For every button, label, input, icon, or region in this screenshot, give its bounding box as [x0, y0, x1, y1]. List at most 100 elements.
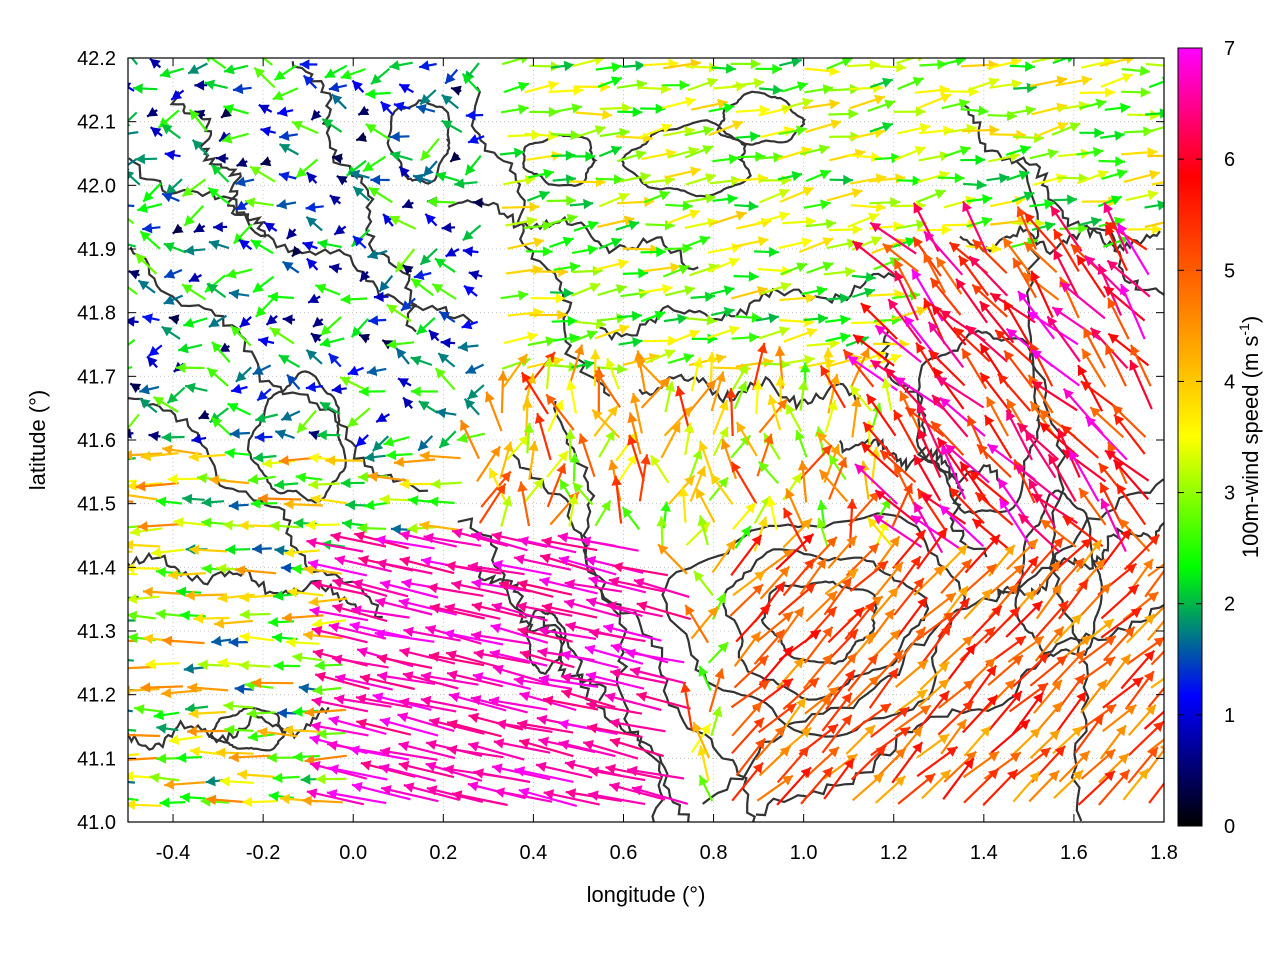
x-tick-label: 1.2 — [880, 842, 908, 864]
wind-vector — [1121, 87, 1151, 98]
wind-vector — [967, 77, 1000, 92]
wind-vector — [1052, 649, 1086, 685]
wind-vector — [513, 675, 573, 690]
wind-vector — [1009, 61, 1035, 72]
wind-vector — [910, 514, 961, 550]
wind-vector — [1101, 168, 1128, 180]
wind-vector — [312, 316, 324, 328]
wind-vector — [845, 724, 876, 755]
wind-vector — [1104, 102, 1131, 114]
wind-vector — [697, 745, 710, 782]
wind-vector — [279, 130, 298, 141]
contour-line — [963, 104, 1164, 297]
wind-vector — [711, 539, 737, 574]
wind-vector — [145, 658, 180, 670]
wind-vector — [505, 434, 530, 461]
wind-vector — [805, 590, 838, 623]
wind-vector — [365, 123, 390, 140]
wind-vector — [211, 341, 231, 364]
wind-vector — [224, 724, 254, 736]
wind-vector — [971, 238, 1008, 274]
wind-vector — [1143, 122, 1164, 134]
wind-vector — [1102, 625, 1136, 662]
wind-vector — [758, 398, 789, 434]
wind-vector — [347, 365, 365, 376]
y-tick-label: 41.2 — [77, 685, 116, 707]
wind-vector — [1122, 591, 1159, 621]
wind-vector — [269, 520, 301, 532]
wind-vector — [552, 315, 578, 327]
wind-vector — [187, 682, 229, 694]
wind-vector — [1008, 682, 1049, 713]
wind-vector — [149, 58, 162, 69]
wind-vector — [568, 344, 585, 386]
wind-vector — [1002, 237, 1031, 274]
wind-vector — [725, 388, 737, 437]
wind-vector — [336, 174, 348, 186]
wind-vector — [752, 379, 763, 415]
wind-vector — [732, 78, 765, 89]
wind-vector — [643, 262, 681, 273]
wind-vector — [1030, 270, 1054, 319]
wind-vector — [1126, 636, 1164, 666]
wind-vector — [420, 137, 440, 162]
wind-vector — [395, 347, 410, 365]
wind-vector — [425, 761, 483, 782]
wind-vector — [1016, 206, 1038, 250]
colorbar-tick-label: 4 — [1224, 371, 1235, 393]
x-axis-label: longitude (°) — [587, 882, 706, 907]
wind-vector — [586, 700, 643, 715]
wind-vector — [850, 744, 887, 781]
wind-vector — [961, 563, 998, 596]
wind-vector — [919, 661, 950, 691]
wind-vector — [1125, 189, 1159, 202]
wind-vector — [303, 564, 342, 576]
wind-vector — [560, 688, 616, 709]
wind-vector — [735, 603, 772, 643]
wind-vector — [690, 291, 715, 302]
wind-vector — [150, 547, 185, 558]
wind-vector — [874, 489, 918, 525]
wind-vector — [545, 393, 575, 431]
wind-vector — [779, 58, 802, 68]
wind-vector — [609, 737, 665, 758]
wind-vector — [1147, 154, 1164, 158]
wind-vector — [707, 242, 743, 254]
wind-vector — [569, 452, 580, 482]
wind-vector — [595, 62, 622, 73]
wind-vector — [733, 654, 769, 689]
wind-vector — [517, 626, 573, 643]
colorbar: 0 1 2 3 4 5 6 7 — [1177, 38, 1235, 838]
wind-vector — [208, 314, 228, 329]
wind-vector — [235, 366, 252, 383]
wind-vector — [849, 173, 887, 185]
wind-vector — [1144, 221, 1164, 229]
wind-vector — [849, 127, 885, 140]
wind-vector — [1107, 332, 1150, 367]
wind-vector — [698, 665, 712, 692]
wind-vector — [292, 652, 323, 663]
wind-vector — [940, 718, 968, 755]
wind-vector — [142, 222, 161, 234]
wind-vector — [541, 536, 598, 552]
wind-vector — [897, 626, 927, 664]
wind-vector — [752, 342, 768, 390]
wind-vector — [1104, 344, 1127, 387]
wind-vector — [962, 200, 988, 253]
wind-vector — [163, 268, 183, 279]
wind-vector — [419, 248, 438, 266]
wind-vector — [161, 192, 180, 203]
wind-vector — [305, 202, 324, 213]
wind-vector — [228, 637, 249, 648]
wind-vector — [590, 349, 601, 387]
wind-vector — [707, 325, 740, 340]
wind-vector — [526, 190, 550, 202]
x-tick-label: 1.8 — [1150, 842, 1178, 864]
wind-vector — [824, 399, 838, 433]
wind-vector — [316, 429, 341, 441]
wind-vector — [435, 171, 460, 182]
wind-vector — [424, 213, 438, 227]
wind-vector — [299, 59, 318, 70]
wind-vector — [370, 67, 391, 86]
wind-vector — [916, 402, 942, 454]
